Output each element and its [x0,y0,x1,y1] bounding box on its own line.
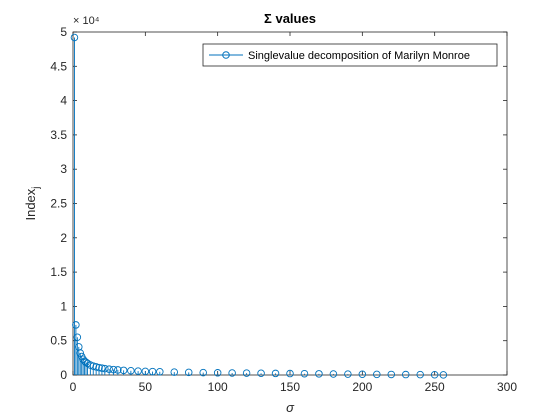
data-point [72,321,80,329]
data-point [373,370,381,379]
legend: Singlevalue decomposition of Marilyn Mon… [202,43,498,67]
x-tick-label: 150 [280,380,300,394]
data-point [257,369,265,378]
data-point [105,365,113,373]
data-point [199,368,207,377]
data-point [114,366,122,374]
data-point [76,349,84,357]
x-tick-label: 200 [352,380,372,394]
y-tick-label: 3 [60,162,67,176]
data-point [156,368,164,376]
y-axis-label-group: Indexj [23,186,42,220]
data-point [344,370,352,378]
y-tick-label: 2 [60,231,67,245]
axes-box [72,31,508,376]
legend-box [202,43,498,67]
data-point [148,367,157,376]
data-point [228,369,236,377]
y-axis-label: Indexj [23,186,42,220]
x-tick-label: 0 [70,380,77,394]
data-point [416,370,424,379]
data-point [242,369,251,377]
data-point [127,366,135,375]
data-point [98,364,106,372]
data-point [315,370,323,378]
y-tick-label: 5 [60,25,67,39]
data-point [95,363,103,372]
data-point [329,370,338,378]
y-tick-label: 4.5 [50,59,67,73]
x-tick-label: 250 [425,380,445,394]
x-tick-label: 300 [497,380,517,394]
legend-marker [222,51,230,59]
data-point [286,369,294,378]
y-tick-label: 0.5 [50,334,67,348]
data-point [271,369,280,378]
data-point [387,370,396,379]
data-point [92,363,100,371]
x-tick-label: 50 [139,380,153,394]
x-tick-label: 100 [208,380,228,394]
data-point [300,369,309,378]
data-point [119,366,128,375]
data-point [141,367,150,376]
data-point [439,371,448,379]
data-point [101,364,109,373]
y-axis-label-main: Index [23,188,38,220]
plot-area: 0 50 100 150 200 250 300 0 0.5 1 1.5 2 2.5 3 3.5 4 4.5 5 [50,25,517,394]
legend-label: Singlevalue decomposition of Marilyn Mon… [248,50,470,62]
y-tick-label: 0 [60,368,67,382]
data-point [184,368,193,377]
data-point [134,367,142,375]
y-tick-label: 2.5 [50,197,67,211]
data-point [213,369,222,377]
data-point [109,365,118,374]
data-point [170,368,179,376]
y-tick-label: 4 [60,94,67,108]
y-tick-label: 3.5 [50,128,67,142]
y-axis-label-subscript: j [31,186,42,189]
y-exponent-label: × 10⁴ [73,15,100,27]
data-point [401,370,410,379]
y-tick-label: 1.5 [50,265,67,279]
data-point [73,333,82,342]
y-tick-label: 1 [60,299,67,313]
data-point [430,371,439,379]
data-point [70,33,79,42]
chart-title: Σ values [264,11,316,26]
data-point [89,362,98,370]
x-axis-label: σ [286,400,295,415]
data-point [358,370,367,378]
